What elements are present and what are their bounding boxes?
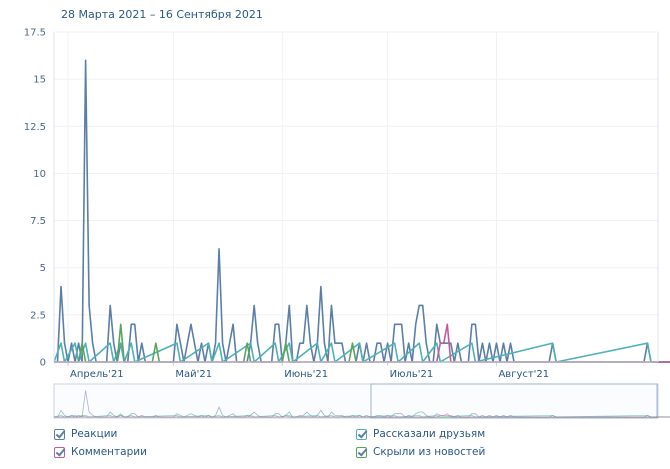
y-tick-label: 12.5 (24, 122, 46, 133)
y-tick-label: 2.5 (30, 310, 46, 321)
x-tick-label: Апрель'21 (70, 369, 124, 380)
navigator-window (370, 383, 658, 419)
y-tick-label: 0 (40, 358, 46, 369)
checkbox-icon[interactable] (356, 428, 367, 440)
legend-label: Рассказали друзьям (373, 428, 486, 440)
checkbox-icon[interactable] (54, 428, 65, 440)
series-line-3[interactable] (53, 342, 670, 363)
plot-area (54, 32, 658, 362)
legend-item-comments[interactable]: Комментарии (54, 446, 147, 458)
x-tick-label: Май'21 (175, 369, 212, 380)
x-tick-label: Июль'21 (390, 369, 434, 380)
legend-label: Скрыли из новостей (373, 446, 486, 458)
y-tick-label: 5 (40, 263, 46, 274)
y-tick-label: 7.5 (30, 216, 46, 227)
legend-label: Комментарии (71, 446, 147, 458)
date-range: 28 Марта 2021 – 16 Сентября 2021 (61, 8, 263, 21)
navigator-series-line-2 (54, 413, 670, 418)
legend-item-shared[interactable]: Рассказали друзьям (356, 428, 485, 440)
legend-label: Реакции (71, 428, 118, 440)
navigator[interactable] (53, 383, 670, 419)
y-tick-label: 10 (33, 169, 46, 180)
checkbox-icon[interactable] (356, 446, 367, 458)
legend-item-reactions[interactable]: Реакции (54, 428, 117, 440)
x-tick-label: Август'21 (498, 369, 549, 380)
y-tick-label: 17.5 (24, 28, 46, 39)
legend-item-hidden[interactable]: Скрыли из новостей (356, 446, 485, 458)
y-tick-label: 15 (33, 75, 46, 86)
x-tick-label: Июнь'21 (284, 369, 328, 380)
checkbox-icon[interactable] (54, 446, 65, 458)
